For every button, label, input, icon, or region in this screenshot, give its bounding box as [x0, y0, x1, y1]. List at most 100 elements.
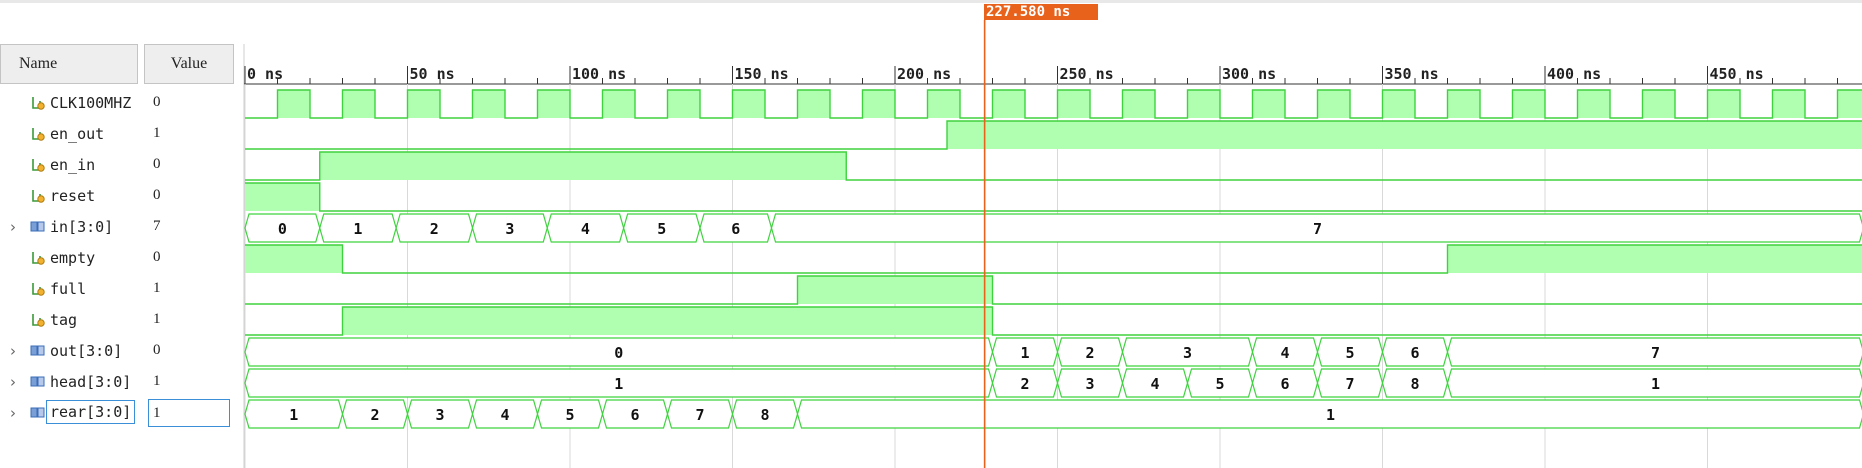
- signal-high-region: [1447, 245, 1862, 273]
- signal-row[interactable]: full 1: [0, 274, 240, 304]
- clock-high-pulse: [862, 90, 895, 118]
- bus-value-label: 4: [581, 220, 590, 238]
- clock-high-pulse: [1577, 90, 1610, 118]
- cursor-time-marker[interactable]: 227.580 ns: [984, 4, 1098, 20]
- bus-segment: [770, 213, 1862, 243]
- ruler-tick-label: 100 ns: [572, 65, 626, 83]
- expand-chevron-icon[interactable]: ›: [10, 373, 16, 391]
- clock-high-pulse: [797, 90, 830, 118]
- bus-value-label: 5: [1345, 344, 1354, 362]
- signal-name[interactable]: full: [50, 280, 87, 298]
- bit-signal-icon: [32, 283, 45, 296]
- signal-name[interactable]: head[3:0]: [50, 373, 132, 391]
- signal-row[interactable]: en_out 1: [0, 119, 240, 149]
- signal-value: 0: [153, 156, 161, 172]
- clock-high-pulse: [1772, 90, 1805, 118]
- waveform-trace[interactable]: [245, 89, 1862, 119]
- name-column-header[interactable]: Name: [0, 44, 138, 84]
- signal-row[interactable]: › head[3:0] 1: [0, 367, 240, 397]
- ruler-tick-label: 0 ns: [247, 65, 283, 83]
- waveform-trace[interactable]: 1 2 3 4 5 6 7 8 1: [244, 368, 1862, 398]
- clock-high-pulse: [342, 90, 375, 118]
- bus-value-label: 6: [630, 406, 639, 424]
- ruler-tick-label: 350 ns: [1385, 65, 1439, 83]
- expand-chevron-icon[interactable]: ›: [10, 404, 16, 422]
- clock-high-pulse: [1252, 90, 1285, 118]
- bus-value-label: 4: [1280, 344, 1289, 362]
- bus-value-label: 6: [1410, 344, 1419, 362]
- waveform-trace[interactable]: [245, 151, 1862, 181]
- waveform-trace[interactable]: 1 2 3 4 5 6 7 8 1: [244, 399, 1862, 429]
- signal-high-region: [947, 121, 1862, 149]
- bus-signal-icon: [30, 221, 45, 232]
- bit-signal-icon: [32, 252, 45, 265]
- bus-value-label: 2: [370, 406, 379, 424]
- bit-waveform: [245, 182, 1862, 212]
- signal-row[interactable]: tag 1: [0, 305, 240, 335]
- bus-value-label: 8: [1410, 375, 1419, 393]
- signal-name[interactable]: rear[3:0]: [45, 400, 136, 424]
- waveform-trace[interactable]: 0 1 2 3 4 5 6 7: [244, 337, 1862, 367]
- signal-name[interactable]: out[3:0]: [50, 342, 123, 360]
- bus-value-label: 7: [1345, 375, 1354, 393]
- bit-waveform: [245, 151, 1862, 181]
- bit-signal-icon: [32, 97, 45, 110]
- bus-value-label: 3: [1183, 344, 1192, 362]
- bus-signal-icon: [30, 345, 45, 356]
- signal-name[interactable]: in[3:0]: [50, 218, 114, 236]
- clock-high-pulse: [1317, 90, 1350, 118]
- bit-waveform: [245, 244, 1862, 274]
- signal-name[interactable]: en_out: [50, 125, 105, 143]
- clock-high-pulse: [1512, 90, 1545, 118]
- signal-row[interactable]: empty 0: [0, 243, 240, 273]
- clock-high-pulse: [1057, 90, 1090, 118]
- signal-name[interactable]: empty: [50, 249, 96, 267]
- signal-row[interactable]: CLK100MHZ 0: [0, 88, 240, 118]
- ruler-tick-label: 150 ns: [735, 65, 789, 83]
- expand-chevron-icon[interactable]: ›: [10, 218, 16, 236]
- bit-signal-icon: [32, 314, 45, 327]
- bus-value-label: 3: [435, 406, 444, 424]
- signal-row[interactable]: › rear[3:0]: [0, 398, 240, 428]
- clock-high-pulse: [1447, 90, 1480, 118]
- bus-value-label: 2: [430, 220, 439, 238]
- bus-value-label: 1: [289, 406, 298, 424]
- bus-value-label: 1: [614, 375, 623, 393]
- clock-high-pulse: [992, 90, 1025, 118]
- clock-high-pulse: [1707, 90, 1740, 118]
- bit-waveform: [245, 120, 1862, 150]
- bus-signal-icon: [30, 376, 45, 387]
- bus-value-label: 3: [505, 220, 514, 238]
- bus-value-label: 7: [1651, 344, 1660, 362]
- bus-value-label: 2: [1085, 344, 1094, 362]
- signal-row[interactable]: reset 0: [0, 181, 240, 211]
- expand-chevron-icon[interactable]: ›: [10, 342, 16, 360]
- bus-value-label: 3: [1085, 375, 1094, 393]
- signal-value: 1: [153, 373, 161, 389]
- bus-value-label: 5: [1215, 375, 1224, 393]
- waveform-trace[interactable]: [245, 182, 1862, 212]
- clock-high-pulse: [1187, 90, 1220, 118]
- name-column-label: Name: [19, 55, 58, 72]
- ruler-tick-label: 50 ns: [410, 65, 455, 83]
- waveform-trace[interactable]: [245, 244, 1862, 274]
- value-column-header[interactable]: Value: [144, 44, 234, 84]
- ruler-tick-label: 200 ns: [897, 65, 951, 83]
- waveform-trace[interactable]: [245, 120, 1862, 150]
- waveform-trace[interactable]: [245, 306, 1862, 336]
- cursor-time-label: 227.580 ns: [986, 4, 1071, 20]
- clock-high-pulse: [1122, 90, 1155, 118]
- signal-name[interactable]: tag: [50, 311, 78, 329]
- signal-row[interactable]: › in[3:0] 7: [0, 212, 240, 242]
- signal-name[interactable]: en_in: [50, 156, 96, 174]
- waveform-trace[interactable]: [245, 275, 1862, 305]
- signal-value-field[interactable]: [148, 399, 230, 427]
- signal-name[interactable]: reset: [50, 187, 96, 205]
- signal-name[interactable]: CLK100MHZ: [50, 94, 132, 112]
- clock-high-pulse: [732, 90, 765, 118]
- waveform-trace[interactable]: 0 1 2 3 4 5 6 7: [244, 213, 1862, 243]
- signal-row[interactable]: en_in 0: [0, 150, 240, 180]
- value-column-label: Value: [170, 55, 208, 72]
- signal-row[interactable]: › out[3:0] 0: [0, 336, 240, 366]
